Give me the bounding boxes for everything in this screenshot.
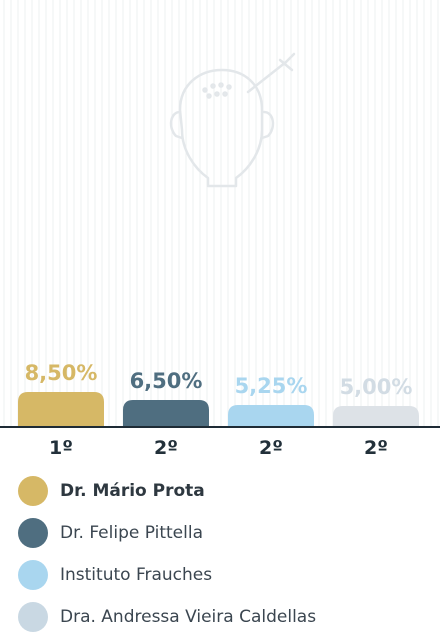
legend-label: Instituto Frauches xyxy=(60,565,213,585)
bar-chart: 8,50% 1º 6,50% 2º 5,25% 2º 5,00% 2º xyxy=(0,0,440,459)
rank-label-2: 2º xyxy=(154,437,178,459)
legend-item: Dr. Mário Prota xyxy=(18,470,428,512)
legend-item: Dra. Andressa Vieira Caldellas xyxy=(18,596,428,638)
legend-item: Instituto Frauches xyxy=(18,554,428,596)
rank-label-4: 2º xyxy=(364,437,388,459)
legend-item: Dr. Felipe Pittella xyxy=(18,512,428,554)
legend-label: Dr. Felipe Pittella xyxy=(60,523,203,543)
bar-1 xyxy=(18,392,104,426)
legend-swatch xyxy=(18,518,48,548)
background-stripes xyxy=(3,0,439,426)
bar-2 xyxy=(123,400,209,426)
legend-swatch xyxy=(18,560,48,590)
legend-label: Dr. Mário Prota xyxy=(60,481,205,501)
rank-label-3: 2º xyxy=(259,437,283,459)
rank-label-1: 1º xyxy=(49,437,73,459)
data-label-2: 6,50% xyxy=(130,369,203,393)
data-label-3: 5,25% xyxy=(235,374,308,398)
bar-4 xyxy=(333,406,419,426)
data-label-4: 5,00% xyxy=(340,375,413,399)
bar-3 xyxy=(228,405,314,426)
chart-canvas: 8,50% 1º 6,50% 2º 5,25% 2º 5,00% 2º xyxy=(0,0,440,459)
legend-swatch xyxy=(18,476,48,506)
data-label-1: 8,50% xyxy=(25,361,98,385)
legend-swatch xyxy=(18,602,48,632)
hair-transplant-head-icon xyxy=(169,52,296,188)
chart-legend: Dr. Mário Prota Dr. Felipe Pittella Instit… xyxy=(18,470,428,638)
legend-label: Dra. Andressa Vieira Caldellas xyxy=(60,607,317,627)
